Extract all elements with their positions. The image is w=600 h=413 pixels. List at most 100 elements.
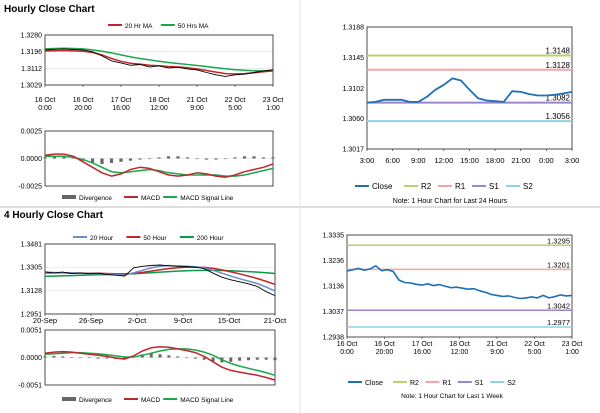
- hourly-price-line-point: [178, 67, 179, 68]
- hourly-20ma-line-point: [206, 70, 207, 71]
- four-hourly-macd-line-point: [195, 352, 196, 353]
- four-hourly-week-close-line-point: [416, 284, 417, 285]
- four-hourly-price-line-point: [186, 266, 187, 267]
- hourly-macd-signal-line-point: [111, 171, 112, 172]
- hourly-price-ytick: 1.3112: [21, 66, 42, 73]
- four-hourly-price-xtick: 9-Oct: [174, 316, 193, 325]
- four-hourly-price-line-point: [124, 276, 125, 277]
- hourly-24h-close-line-point: [426, 97, 427, 98]
- hourly-24h-close-line-point: [418, 102, 419, 103]
- four-hourly-price-xtick: 20-Sep: [33, 316, 57, 325]
- hourly-price-legend-label: 20 Hr MA: [125, 23, 153, 30]
- four-hourly-week-xtick-line2: 16:00: [413, 349, 431, 356]
- four-hourly-20h-line-point: [213, 270, 214, 271]
- four-hourly-week-close-line-point: [404, 282, 405, 283]
- four-hourly-macd-line-point: [160, 346, 161, 347]
- four-hourly-week-close-line-point: [433, 285, 434, 286]
- hourly-20ma-line-point: [111, 58, 112, 59]
- hourly-price-xtick-line1: 16 Oct: [73, 97, 94, 104]
- hourly-macd-line-point: [64, 154, 65, 155]
- hourly-macd-signal-line-point: [102, 167, 103, 168]
- hourly-price-line-point: [159, 66, 160, 67]
- hourly-24h-ytick: 1.3017: [343, 147, 365, 154]
- hourly-20ma-line-point: [225, 73, 226, 74]
- hourly-24h-close-line-point: [444, 84, 445, 85]
- hourly-macd-divergence-bar: [43, 157, 47, 159]
- four-hourly-week-close-line-point: [393, 271, 394, 272]
- four-hourly-price-line-point: [89, 273, 90, 274]
- hourly-macd-line-point: [121, 174, 122, 175]
- hourly-macd-line-point: [149, 168, 150, 169]
- four-hourly-20h-line-point: [275, 291, 276, 292]
- hourly-macd-divergence-bar: [90, 158, 95, 163]
- hourly-price-xtick-line2: 16:00: [112, 105, 130, 112]
- four-hourly-price-line-point: [142, 266, 143, 267]
- hourly-24h-close-line-point: [546, 95, 547, 96]
- four-hourly-week-xtick-line1: 18 Oct: [449, 341, 470, 348]
- hourly-24h-close-line-point: [503, 102, 504, 103]
- hourly-20ma-line-point: [235, 74, 236, 75]
- four-hourly-week-close-line-point: [370, 269, 371, 270]
- hourly-macd-divergence-bar: [233, 157, 237, 159]
- four-hourly-macd-signal-line-point: [239, 366, 240, 367]
- four-hourly-macd-signal-line: [44, 348, 276, 377]
- four-hourly-macd-line-point: [266, 377, 267, 378]
- four-hourly-price-legend-label: 200 Hour: [197, 235, 225, 242]
- four-hourly-macd-divergence-bar: [149, 353, 153, 358]
- four-hourly-20h-line-point: [151, 268, 152, 269]
- four-hourly-week-s2-label: 1.2977: [547, 318, 570, 327]
- hourly-24h-legend-label: R2: [421, 182, 432, 191]
- hourly-24h-xtick: 21:00: [511, 156, 530, 165]
- four-hourly-week-ytick: 1.3037: [323, 309, 345, 316]
- four-hourly-20h-line-point: [230, 276, 231, 277]
- four-hourly-200h-line-point: [275, 273, 276, 274]
- four-hourly-week-close-line-point: [422, 285, 423, 286]
- four-hourly-macd-signal-line-point: [275, 375, 276, 376]
- four-hourly-macd-divergence-bar: [123, 357, 127, 359]
- hourly-macd-line-point: [206, 174, 207, 175]
- hourly-24h-close-line-point: [435, 89, 436, 90]
- four-hourly-50h-line-point: [248, 276, 249, 277]
- four-hourly-price-line-point: [133, 268, 134, 269]
- four-hourly-macd-line-point: [222, 367, 223, 368]
- hourly-macd-divergence-bar: [176, 156, 180, 159]
- hourly-24h-close-line-point: [469, 89, 470, 90]
- four-hourly-macd-line-point: [142, 351, 143, 352]
- hourly-price-ytick: 1.3280: [21, 33, 43, 40]
- four-hourly-price-ytick: 1.3305: [21, 265, 43, 272]
- four-hourly-week-xtick-line1: 17 Oct: [412, 341, 433, 348]
- four-hourly-20h-line-point: [133, 273, 134, 274]
- four-hourly-200h-line-point: [98, 274, 99, 275]
- four-hourly-week-ytick: 1.3136: [323, 284, 345, 291]
- four-hourly-macd-signal-line-point: [107, 354, 108, 355]
- hourly-macd-line-point: [111, 176, 112, 177]
- hourly-50ma-line-point: [140, 58, 141, 59]
- four-hourly-price-line-point: [115, 275, 116, 276]
- four-hourly-20h-line-point: [239, 278, 240, 279]
- hourly-macd-line-point: [254, 169, 255, 170]
- four-hourly-macd-signal-line-point: [230, 363, 231, 364]
- hourly-price-ytick: 1.3029: [21, 83, 43, 90]
- four-hourly-macd-divergence-bar: [255, 357, 259, 360]
- hourly-20ma-line-point: [102, 55, 103, 56]
- hourly-macd-signal-line-point: [45, 156, 46, 157]
- hourly-price-line-point: [64, 49, 65, 50]
- four-hourly-macd-signal-line-point: [62, 353, 63, 354]
- hourly-macd-line-point: [45, 155, 46, 156]
- hourly-macd-line-point: [216, 176, 217, 177]
- hourly-20ma-line-point: [187, 67, 188, 68]
- four-hourly-week-close-line-point: [554, 296, 555, 297]
- four-hourly-200h-line-point: [89, 275, 90, 276]
- hourly-macd-signal-line-point: [54, 156, 55, 157]
- four-hourly-week-r1-label: 1.3201: [547, 260, 570, 269]
- four-hourly-200h-line-point: [45, 276, 46, 277]
- hourly-macd-divergence-bar: [242, 156, 247, 159]
- hourly-macd-signal-line-point: [178, 174, 179, 175]
- four-hourly-macd-signal-line-point: [186, 349, 187, 350]
- hourly-price-line-point: [45, 50, 46, 51]
- hourly-24h-close-line-point: [537, 95, 538, 96]
- four-hourly-week-close-line-point: [364, 270, 365, 271]
- hourly-price-xtick-line1: 23 Oct: [263, 97, 284, 104]
- four-hourly-macd-signal-line-point: [53, 353, 54, 354]
- hourly-price-xtick-line1: 22 Oct: [225, 97, 246, 104]
